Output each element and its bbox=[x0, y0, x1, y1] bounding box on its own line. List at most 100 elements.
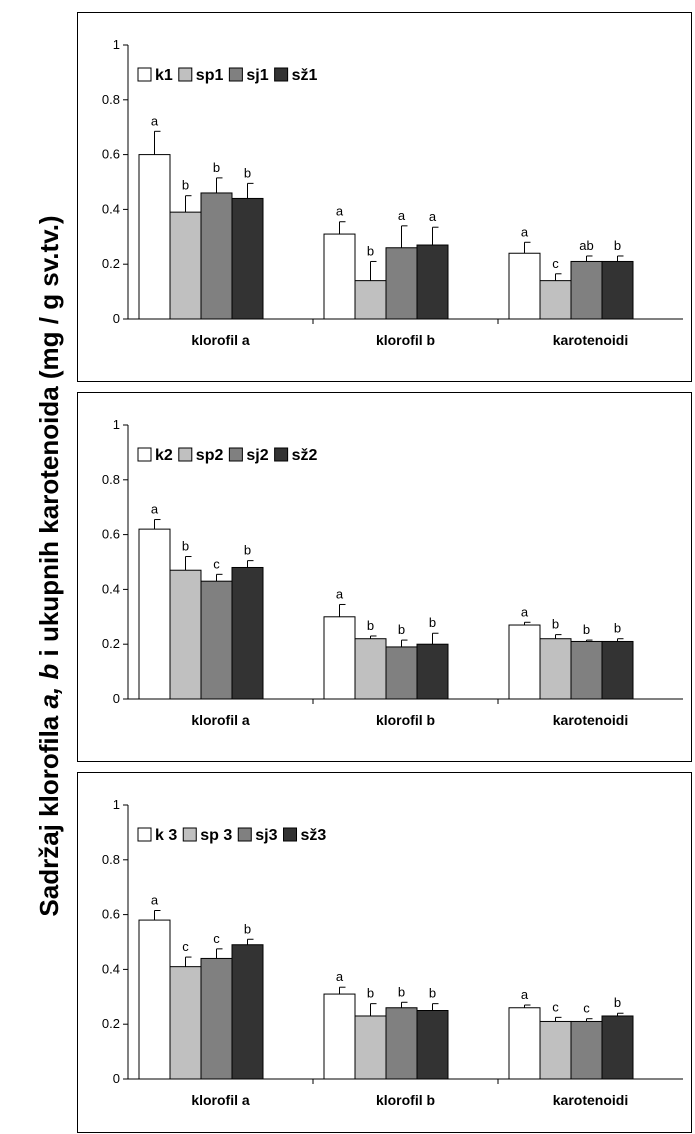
x-category-label: klorofil a bbox=[191, 1092, 250, 1108]
legend-swatch bbox=[283, 827, 298, 842]
significance-label: b bbox=[244, 543, 251, 558]
y-tick-label: 0.6 bbox=[102, 147, 120, 162]
y-tick-label: 1 bbox=[113, 417, 120, 432]
legend-swatch bbox=[137, 827, 152, 842]
legend-label: k 3 bbox=[155, 827, 177, 844]
chart-3: 0 0.2 0.4 0.6 0.8 1 klorofil a a c c b klorofil b a b… bbox=[102, 797, 683, 1108]
significance-label: a bbox=[521, 604, 529, 619]
bar bbox=[200, 580, 233, 700]
bar bbox=[570, 1020, 603, 1080]
legend-swatch bbox=[137, 447, 152, 462]
legend-label: sp2 bbox=[196, 447, 224, 464]
plot-area: 0 0.2 0.4 0.6 0.8 1 klorofil a a c c b klorofil b a b… bbox=[102, 797, 683, 1108]
y-tick-label: 1 bbox=[113, 797, 120, 812]
significance-label: c bbox=[552, 256, 559, 271]
y-tick-label: 1 bbox=[113, 37, 120, 52]
bar bbox=[354, 638, 387, 700]
significance-label: a bbox=[429, 209, 437, 224]
significance-label: b bbox=[244, 165, 251, 180]
x-category-label: karotenoidi bbox=[553, 1092, 628, 1108]
bar bbox=[323, 616, 356, 700]
bar bbox=[169, 966, 202, 1080]
significance-label: a bbox=[151, 502, 159, 517]
significance-label: b bbox=[182, 178, 189, 193]
significance-label: c bbox=[213, 556, 220, 571]
significance-label: a bbox=[336, 586, 344, 601]
bar bbox=[385, 646, 418, 700]
significance-label: a bbox=[336, 204, 344, 219]
legend-label: sp 3 bbox=[200, 827, 232, 844]
y-axis-title: Sadržaj klorofila a, b i ukupnih karoten… bbox=[34, 215, 64, 917]
significance-label: a bbox=[151, 113, 159, 128]
bar bbox=[508, 1007, 541, 1080]
y-tick-label: 0.4 bbox=[102, 581, 120, 596]
chart-panel-2: 0 0.2 0.4 0.6 0.8 1 klorofil a a b c b klorofil b a b… bbox=[77, 392, 692, 762]
y-tick-label: 0.6 bbox=[102, 527, 120, 542]
bar bbox=[231, 944, 264, 1080]
plot-area: 0 0.2 0.4 0.6 0.8 1 klorofil a a b c b klorofil b a b… bbox=[102, 417, 683, 728]
y-tick-label: 0.8 bbox=[102, 852, 120, 867]
y-tick-label: 0 bbox=[113, 691, 120, 706]
bar bbox=[169, 569, 202, 700]
legend-swatch bbox=[178, 447, 193, 462]
significance-label: b bbox=[182, 539, 189, 554]
bar bbox=[601, 260, 634, 320]
significance-label: c bbox=[583, 1001, 590, 1016]
bar bbox=[138, 154, 171, 320]
y-axis-title-part2: a, b bbox=[34, 664, 64, 709]
legend-label: sž2 bbox=[292, 447, 318, 464]
bar bbox=[416, 1010, 449, 1080]
bar bbox=[200, 957, 233, 1080]
legend-swatch bbox=[182, 827, 197, 842]
bar bbox=[539, 1020, 572, 1080]
legend-swatch bbox=[137, 67, 152, 82]
significance-label: b bbox=[367, 618, 374, 633]
significance-label: b bbox=[429, 986, 436, 1001]
legend-label: sž1 bbox=[292, 67, 318, 84]
bar bbox=[138, 919, 171, 1080]
bar bbox=[508, 252, 541, 320]
bar bbox=[570, 260, 603, 320]
legend: k1 sp1 sj1 sž1 bbox=[137, 67, 318, 84]
significance-label: b bbox=[614, 621, 621, 636]
x-category-label: klorofil b bbox=[376, 332, 435, 348]
chart-2: 0 0.2 0.4 0.6 0.8 1 klorofil a a b c b klorofil b a b… bbox=[102, 417, 683, 728]
bar bbox=[570, 640, 603, 700]
legend-swatch bbox=[274, 447, 289, 462]
legend-label: k1 bbox=[155, 67, 173, 84]
significance-label: ab bbox=[579, 238, 593, 253]
y-axis-title-part1: Sadržaj klorofila bbox=[34, 709, 64, 917]
y-tick-label: 0.8 bbox=[102, 472, 120, 487]
x-category-label: karotenoidi bbox=[553, 332, 628, 348]
legend: k2 sp2 sj2 sž2 bbox=[137, 447, 318, 464]
legend-label: k2 bbox=[155, 447, 173, 464]
y-tick-label: 0.6 bbox=[102, 907, 120, 922]
bar bbox=[354, 280, 387, 320]
legend-swatch bbox=[228, 447, 243, 462]
legend-swatch bbox=[178, 67, 193, 82]
legend-label: sj2 bbox=[246, 447, 268, 464]
x-category-label: klorofil b bbox=[376, 1092, 435, 1108]
legend-label: sj1 bbox=[246, 67, 268, 84]
chart-panel-3: 0 0.2 0.4 0.6 0.8 1 klorofil a a c c b klorofil b a b… bbox=[77, 772, 692, 1133]
x-category-label: karotenoidi bbox=[553, 712, 628, 728]
significance-label: a bbox=[151, 892, 159, 907]
significance-label: b bbox=[614, 238, 621, 253]
bar bbox=[323, 993, 356, 1080]
legend-swatch bbox=[274, 67, 289, 82]
y-tick-label: 0.2 bbox=[102, 636, 120, 651]
legend-label: sj3 bbox=[255, 827, 277, 844]
bar bbox=[385, 247, 418, 320]
bar bbox=[539, 280, 572, 320]
y-tick-label: 0 bbox=[113, 1071, 120, 1086]
significance-label: a bbox=[521, 224, 529, 239]
bar bbox=[169, 211, 202, 320]
significance-label: b bbox=[398, 984, 405, 999]
significance-label: b bbox=[429, 615, 436, 630]
significance-label: b bbox=[552, 617, 559, 632]
y-tick-label: 0.4 bbox=[102, 961, 120, 976]
y-tick-label: 0.4 bbox=[102, 201, 120, 216]
significance-label: b bbox=[583, 622, 590, 637]
